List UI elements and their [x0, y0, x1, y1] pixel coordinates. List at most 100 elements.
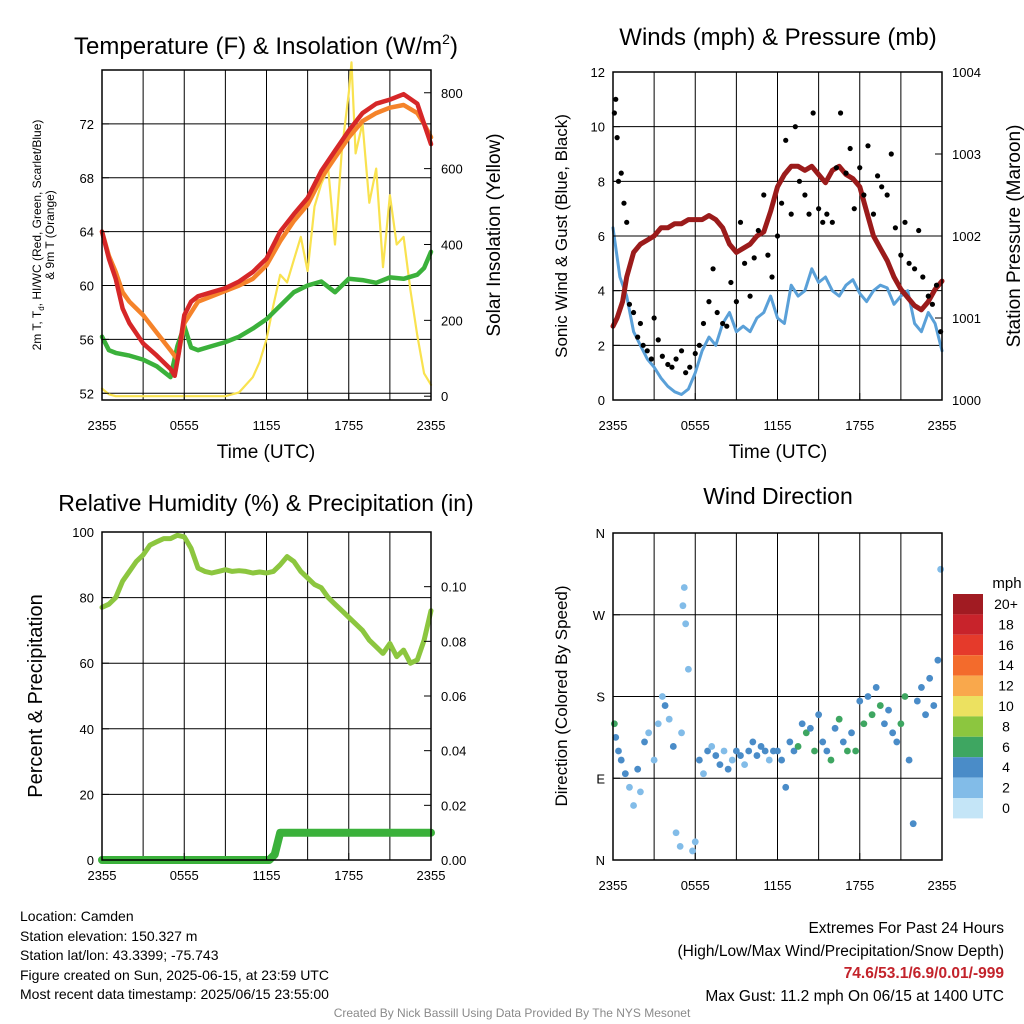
wind-direction-points	[610, 565, 945, 855]
gust-point	[916, 227, 922, 234]
station-location: Location: Camden	[20, 908, 134, 924]
wind-line	[611, 226, 944, 396]
temp2m-line	[99, 91, 434, 379]
y-tick-label-left: 64	[80, 225, 94, 240]
legend-swatch	[953, 716, 983, 737]
wind-direction-point	[716, 761, 724, 769]
gust-point	[655, 337, 661, 343]
wind-direction-point	[645, 729, 653, 737]
extremes-values: 74.6/53.1/6.9/0.01/-999	[843, 965, 1004, 982]
gust-point	[742, 260, 748, 266]
gust-point	[700, 320, 707, 327]
y-tick-label-left: W	[593, 608, 606, 623]
wind-direction-point	[835, 715, 843, 723]
gust-point	[857, 165, 863, 171]
gust-point	[621, 200, 627, 206]
y-tick-label-right: 0.08	[441, 634, 466, 649]
figure-created: Figure created on Sun, 2025-06-15, at 23…	[20, 966, 329, 983]
legend-label: 14	[998, 657, 1014, 673]
wind-direction-point	[695, 756, 703, 764]
wind-direction-point	[905, 756, 913, 764]
gust-point	[788, 211, 794, 217]
y-tick-label-left: 2	[598, 338, 605, 353]
legend-swatch	[953, 614, 983, 635]
wind-direction-point	[876, 702, 884, 709]
dewpoint-line	[99, 249, 434, 380]
wind-direction-point	[669, 743, 677, 750]
winds-left-axis-label: Sonic Wind & Gust (Blue, Black)	[552, 114, 571, 358]
wind-direction-point	[897, 720, 905, 728]
gust-point	[635, 334, 641, 340]
gust-point	[692, 350, 698, 357]
wind-direction-point	[741, 761, 748, 769]
wind-direction-point	[610, 720, 618, 728]
y-tick-label-right: 0.00	[441, 853, 466, 868]
extremes-subtitle: (High/Low/Max Wind/Precipitation/Snow De…	[677, 942, 1005, 960]
x-tick-label: 2355	[417, 868, 446, 883]
wind-direction-point	[724, 765, 732, 773]
gust-point	[792, 124, 798, 130]
gust-point	[861, 192, 867, 198]
wind-direction-point	[612, 733, 620, 741]
wind-direction-point	[658, 693, 666, 700]
legend-label: 18	[998, 616, 1014, 632]
gust-point	[630, 309, 637, 316]
wind-direction-point	[684, 665, 692, 673]
y-tick-label-left: 72	[80, 117, 94, 132]
wind-direction-point	[819, 738, 827, 746]
gust-point	[870, 211, 877, 217]
gust-point	[651, 315, 657, 321]
y-tick-label-left: 100	[72, 525, 94, 540]
temperature-x-axis-label: Time (UTC)	[217, 442, 316, 463]
gust-point	[637, 320, 644, 327]
wind-direction-point	[641, 738, 648, 746]
winds-panel-title: Winds (mph) & Pressure (mb)	[619, 24, 936, 51]
gust-point	[706, 299, 712, 305]
gust-point	[683, 370, 689, 376]
gust-point	[874, 173, 881, 179]
gust-point	[865, 143, 871, 149]
wind-speed-legend: mph 20+ 18 16 14 12 10 8 6 4 2 0	[953, 575, 1022, 819]
gust-point	[665, 361, 671, 368]
max-gust: Max Gust: 11.2 mph On 06/15 at 1400 UTC	[705, 987, 1004, 1005]
wind-direction-point	[811, 747, 818, 755]
wind-direction-point	[753, 752, 761, 759]
y-tick-label-right: 600	[441, 162, 463, 177]
gust-point	[829, 219, 835, 225]
gust-point	[925, 293, 931, 299]
wind-direction-panel-title: Wind Direction	[703, 483, 853, 509]
y-tick-label-right: 1003	[952, 147, 981, 162]
y-tick-label-left: 60	[80, 656, 94, 671]
gust-point	[933, 282, 940, 288]
winds-right-axis-label: Station Pressure (Maroon)	[1004, 125, 1024, 348]
y-tick-label-left: 80	[80, 591, 94, 606]
gust-point	[659, 353, 665, 359]
wind-direction-point	[893, 738, 901, 746]
x-tick-label: 0555	[681, 878, 710, 893]
gust-point	[920, 274, 926, 280]
wind-direction-point	[815, 711, 823, 719]
temperature-panel: Temperature (F) & Insolation (W/m2) 2355…	[30, 31, 505, 463]
wind-direction-point	[860, 720, 868, 728]
gust-point	[687, 364, 693, 370]
wind-direction-point	[778, 756, 786, 764]
legend-swatch	[953, 655, 983, 676]
legend-swatch	[953, 777, 983, 798]
gust-point	[626, 301, 633, 307]
legend-label: 6	[1002, 739, 1010, 755]
legend-label: 8	[1002, 718, 1010, 734]
legend-label: 20+	[994, 596, 1018, 612]
y-tick-label-left: 60	[80, 279, 94, 294]
wind-direction-point	[918, 684, 925, 691]
wind-direction-point	[807, 724, 814, 732]
wind-direction-point	[689, 847, 696, 855]
legend-swatch	[953, 736, 983, 758]
legend-swatch	[953, 675, 983, 696]
gust-point	[810, 110, 816, 116]
humidity-panel: Relative Humidity (%) & Precipitation (i…	[25, 490, 474, 883]
pressure-line	[610, 163, 945, 329]
wind-direction-point	[794, 743, 802, 750]
wind-direction-point	[615, 747, 622, 755]
gust-point	[892, 225, 898, 231]
